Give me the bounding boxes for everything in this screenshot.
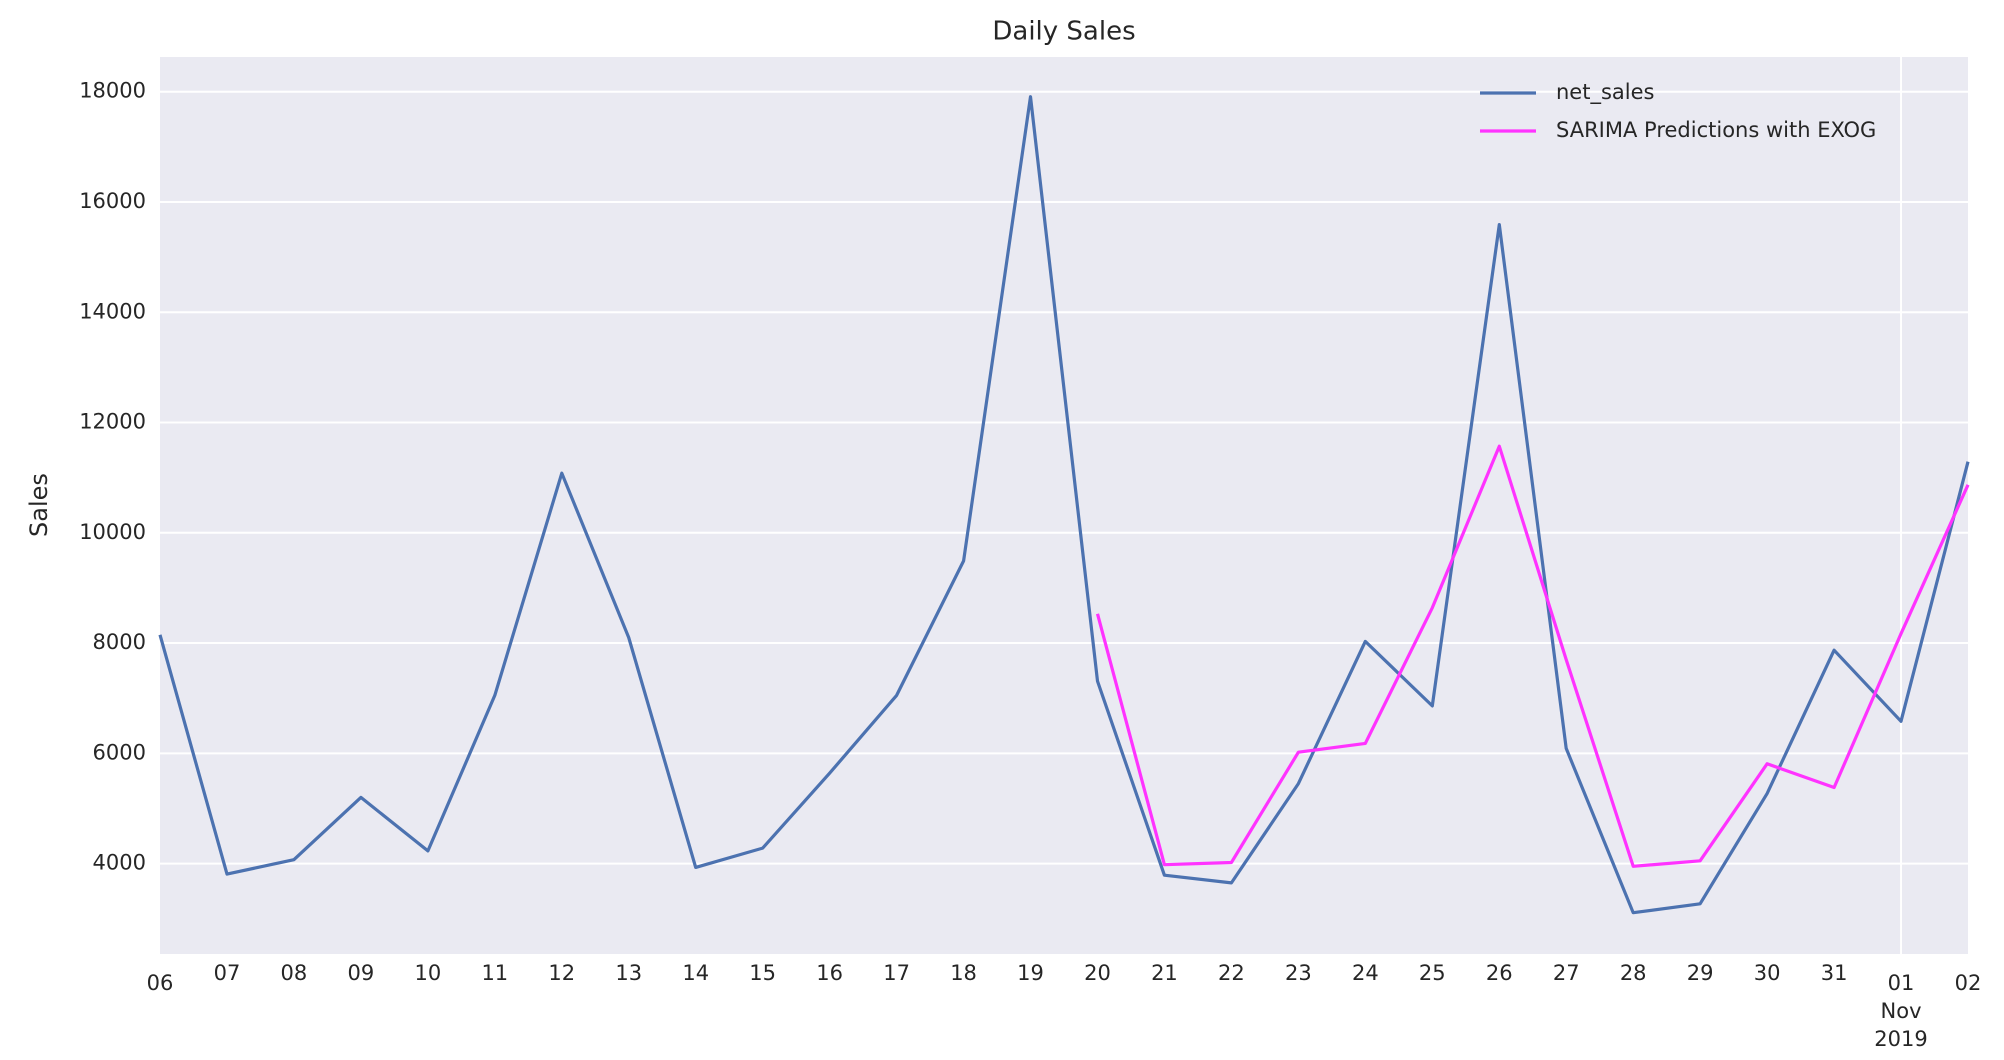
x-tick-label: 14 [682, 961, 709, 985]
x-tick-label: 13 [615, 961, 642, 985]
x-tick-label: 02 [1955, 971, 1982, 995]
x-tick-label: 10 [414, 961, 441, 985]
x-tick-label: 29 [1687, 961, 1714, 985]
x-tick-label: 17 [883, 961, 910, 985]
y-tick-label: 6000 [93, 740, 146, 764]
chart-title: Daily Sales [992, 17, 1135, 47]
x-tick-label: 16 [816, 961, 843, 985]
x-tick-label: 07 [214, 961, 241, 985]
x-tick-label: 06 [147, 971, 174, 995]
x-tick-label: 25 [1419, 961, 1446, 985]
line-series [1095, 444, 1970, 868]
x-tick-label: 15 [749, 961, 776, 985]
x-tick-label: 09 [348, 961, 375, 985]
y-tick-label: 14000 [79, 299, 146, 323]
y-tick-label: 10000 [79, 520, 146, 544]
legend-label: net_sales [1556, 80, 1654, 105]
x-tick-label: 28 [1620, 961, 1647, 985]
x-tick-label: 26 [1486, 961, 1513, 985]
x-period-label: Nov [1881, 999, 1922, 1023]
y-tick-label: 4000 [93, 851, 146, 875]
line-series [158, 95, 1970, 915]
x-tick-label: 31 [1821, 961, 1848, 985]
x-tick-label: 12 [548, 961, 575, 985]
x-tick-label: 19 [1017, 961, 1044, 985]
x-tick-label: 22 [1218, 961, 1245, 985]
y-axis-label: Sales [25, 473, 53, 537]
x-tick-label: 24 [1352, 961, 1379, 985]
x-tick-label: 23 [1285, 961, 1312, 985]
x-tick-label: 08 [281, 961, 308, 985]
x-tick-label: 11 [481, 961, 508, 985]
x-tick-label: 18 [950, 961, 977, 985]
plot-area [160, 57, 1968, 954]
y-tick-label: 18000 [79, 79, 146, 103]
x-tick-label: 21 [1151, 961, 1178, 985]
y-tick-label: 16000 [79, 189, 146, 213]
x-period-label: 2019 [1874, 1027, 1927, 1051]
x-tick-label: 01 [1888, 971, 1915, 995]
y-tick-label: 8000 [93, 630, 146, 654]
y-tick-label: 12000 [79, 410, 146, 434]
x-tick-label: 30 [1754, 961, 1781, 985]
x-tick-label: 27 [1553, 961, 1580, 985]
x-tick-label: 20 [1084, 961, 1111, 985]
legend-label: SARIMA Predictions with EXOG [1556, 118, 1876, 142]
